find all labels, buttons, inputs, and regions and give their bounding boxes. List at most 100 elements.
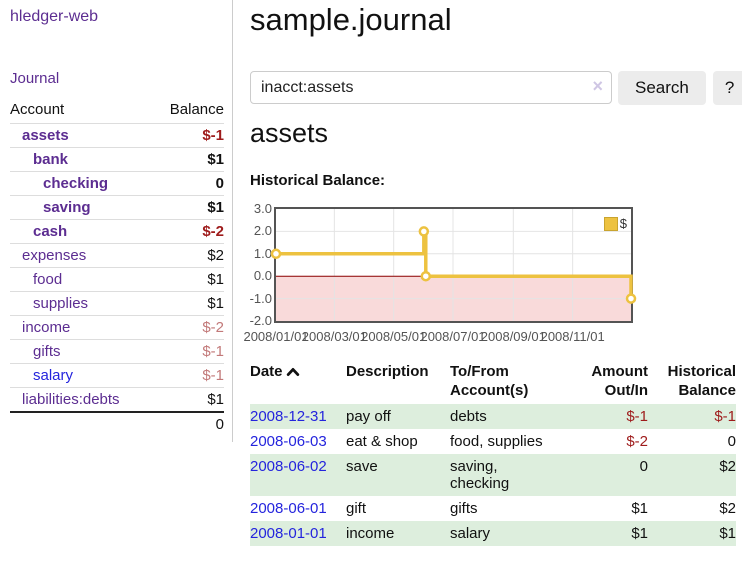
amount-column-header: Amount Out/In (591, 363, 648, 399)
transaction-accounts: food, supplies (450, 433, 543, 450)
search-input[interactable] (250, 71, 612, 104)
historical-balance-chart: 3.0 2.0 1.0 0.0 -1.0 -2.0 $ 2008/01/01 2008/03… (238, 201, 708, 357)
chart-x-axis-labels: 2008/01/01 2008/03/01 2008/05/01 2008/07/01… (243, 329, 633, 345)
transaction-date-link[interactable]: 2008-06-01 (250, 500, 327, 517)
account-heading: assets (250, 118, 329, 148)
account-balance: $-2 (153, 315, 224, 340)
x-tick-label: 2008/01/01 (243, 329, 309, 344)
accounts-tree-table: Account Balance assets $-1 bank $1 check… (10, 99, 224, 436)
x-tick-label: 2008/03/01 (301, 329, 367, 344)
register-row: 2008-06-02 save saving, checking 0 $2 (250, 454, 736, 496)
transaction-amount: $-2 (626, 433, 648, 450)
balance-column-header: Historical Balance (667, 363, 736, 399)
sidebar-item-journal[interactable]: Journal (10, 70, 60, 87)
account-link-saving[interactable]: saving (43, 199, 91, 216)
transaction-balance: $-1 (648, 404, 736, 429)
balance-column-header: Balance (169, 101, 224, 118)
accounts-total-balance: 0 (153, 411, 224, 436)
register-row: 2008-06-01 gift gifts $1 $2 (250, 496, 736, 521)
chart-series-svg (270, 209, 637, 321)
transaction-balance: $2 (719, 500, 736, 517)
register-row: 2008-01-01 income salary $1 $1 (250, 521, 736, 546)
transaction-date-link[interactable]: 2008-01-01 (250, 525, 327, 542)
register-header-row: Date Description To/From Account(s) Amou… (250, 360, 736, 404)
transaction-accounts: gifts (450, 500, 478, 517)
chart-legend: $ (603, 216, 627, 231)
transaction-accounts: salary (450, 521, 565, 546)
register-table: Date Description To/From Account(s) Amou… (250, 360, 736, 546)
brand-link[interactable]: hledger-web (10, 8, 99, 25)
account-link-gifts[interactable]: gifts (33, 343, 61, 360)
account-row: liabilities:debts $1 (10, 387, 224, 412)
transaction-amount: $1 (565, 521, 648, 546)
transaction-date-link[interactable]: 2008-12-31 (250, 408, 327, 425)
account-balance: $2 (153, 243, 224, 268)
chart-title: Historical Balance: (250, 172, 386, 189)
account-link-expenses[interactable]: expenses (22, 247, 87, 264)
account-row: assets $-1 (10, 123, 224, 148)
account-column-header: Account (10, 101, 65, 118)
transaction-description: gift (346, 500, 367, 517)
transaction-balance: $2 (648, 454, 736, 496)
account-link-assets[interactable]: assets (22, 127, 69, 144)
description-column-header: Description (346, 363, 429, 380)
x-tick-label: 2008/09/01 (480, 329, 546, 344)
search-button[interactable]: Search (618, 71, 706, 105)
account-link-bank[interactable]: bank (33, 151, 69, 168)
chart-plot-area: $ (270, 207, 637, 323)
accounts-column-header: To/From Account(s) (450, 363, 529, 399)
transaction-description: income (346, 521, 450, 546)
y-tick-label: 0.0 (253, 268, 272, 284)
transaction-amount: $1 (631, 500, 648, 517)
transaction-description: pay off (346, 404, 450, 429)
x-tick-label: 2008/07/01 (420, 329, 486, 344)
x-tick-label: 2008/11/01 (540, 329, 605, 344)
transaction-amount: 0 (565, 454, 648, 496)
x-tick-label: 2008/05/01 (361, 329, 427, 344)
clear-search-icon[interactable]: × (592, 76, 603, 96)
transaction-description: eat & shop (346, 433, 418, 450)
y-tick-label: 3.0 (253, 201, 272, 216)
transaction-balance: $1 (648, 521, 736, 546)
account-row: food $1 (10, 267, 224, 292)
account-row: gifts $-1 (10, 339, 224, 364)
transaction-date-link[interactable]: 2008-06-02 (250, 458, 327, 475)
account-row: expenses $2 (10, 243, 224, 268)
transaction-balance: 0 (727, 433, 736, 450)
account-balance: $1 (153, 147, 224, 172)
account-link-income[interactable]: income (22, 319, 71, 336)
transaction-accounts: saving, checking (450, 454, 565, 496)
legend-swatch-icon (603, 216, 618, 231)
transaction-accounts: debts (450, 404, 565, 429)
account-link-liabilities-debts[interactable]: liabilities:debts (22, 391, 120, 408)
account-row: cash $-2 (10, 219, 224, 244)
accounts-header-row: Account Balance (10, 99, 224, 124)
date-column-header: Date (250, 360, 346, 404)
account-row: bank $1 (10, 147, 224, 172)
y-tick-label: 1.0 (253, 245, 272, 261)
transaction-description: save (346, 454, 450, 496)
account-balance: $-1 (153, 339, 224, 364)
legend-label: $ (619, 216, 627, 231)
account-row: saving $1 (10, 195, 224, 220)
help-button[interactable]: ? (712, 71, 742, 105)
account-balance: 0 (153, 171, 224, 196)
account-balance: $-1 (153, 363, 224, 388)
page-title: sample.journal (250, 2, 452, 37)
account-link-salary[interactable]: salary (33, 367, 74, 384)
register-row: 2008-06-03 eat & shop food, supplies $-2… (250, 429, 736, 454)
accounts-total-row: 0 (10, 411, 224, 436)
account-link-food[interactable]: food (33, 271, 63, 288)
y-tick-label: 2.0 (253, 223, 272, 239)
register-row: 2008-12-31 pay off debts $-1 $-1 (250, 404, 736, 429)
account-link-cash[interactable]: cash (33, 223, 68, 240)
account-balance: $1 (153, 387, 224, 412)
account-balance: $-1 (153, 123, 224, 148)
transaction-amount: $-1 (565, 404, 648, 429)
account-link-checking[interactable]: checking (43, 175, 109, 192)
transaction-date-link[interactable]: 2008-06-03 (250, 433, 327, 450)
account-row: checking 0 (10, 171, 224, 196)
y-tick-label: -2.0 (249, 313, 272, 328)
account-link-supplies[interactable]: supplies (33, 295, 89, 312)
